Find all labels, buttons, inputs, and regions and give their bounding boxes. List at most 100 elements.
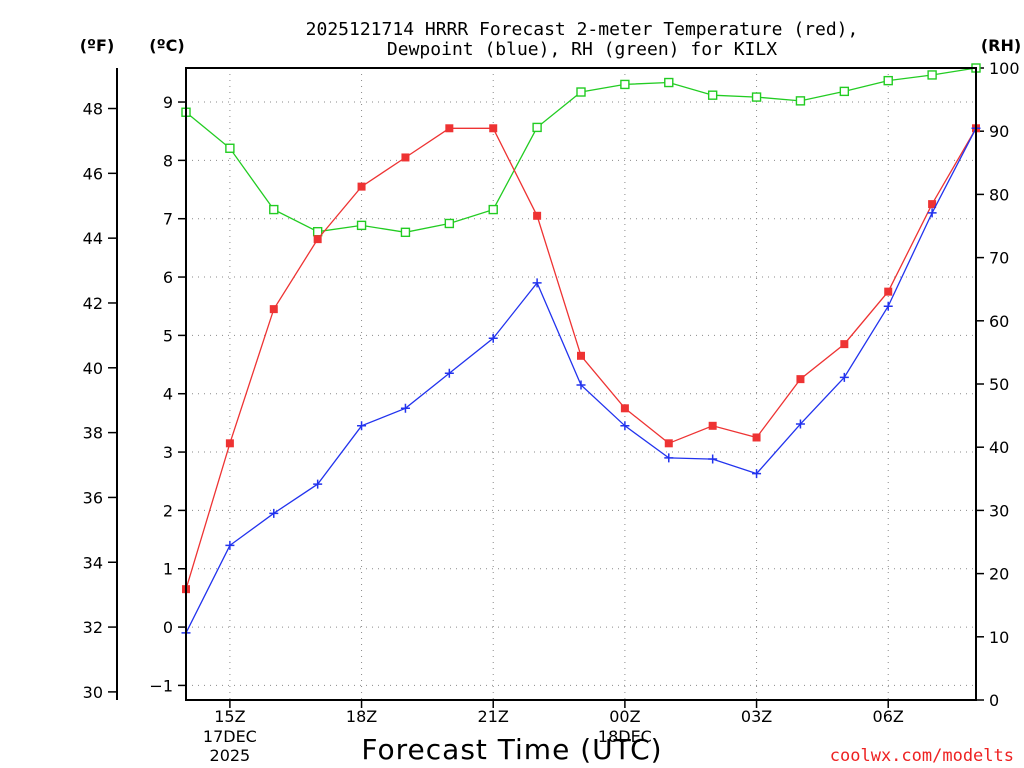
time-tick-label: 00Z: [609, 707, 640, 726]
rh-tick-label: 0: [989, 691, 999, 710]
temperature-point-7: [489, 124, 498, 133]
dewpoint-point-8: [532, 278, 542, 288]
temperature-point-10: [620, 404, 629, 413]
dewpoint-point-13: [752, 469, 762, 479]
time-tick-label: 18Z: [346, 707, 377, 726]
celsius-unit-label: (ºC): [149, 36, 184, 55]
dewpoint-point-1: [225, 540, 235, 550]
fahrenheit-tick-label: 40: [83, 359, 103, 378]
rh-tick-label: 70: [989, 249, 1009, 268]
dewpoint-point-9: [576, 380, 586, 390]
celsius-tick-label: 3: [163, 443, 173, 462]
time-tick-label: 15Z: [214, 707, 245, 726]
rh-tick-label: 30: [989, 501, 1009, 520]
celsius-tick-label: 6: [163, 268, 173, 287]
celsius-tick-label: 5: [163, 326, 173, 345]
fahrenheit-tick-label: 34: [83, 553, 103, 572]
fahrenheit-tick-label: 36: [83, 488, 103, 507]
fahrenheit-unit-label: (ºF): [80, 36, 115, 55]
celsius-tick-label: 8: [163, 151, 173, 170]
rh-tick-label: 50: [989, 375, 1009, 394]
rh-tick-label: 20: [989, 565, 1009, 584]
celsius-tick-label: 0: [163, 618, 173, 637]
dewpoint-point-12: [708, 454, 718, 464]
time-tick-label: 03Z: [741, 707, 772, 726]
dewpoint-point-10: [620, 421, 630, 431]
fahrenheit-tick-label: 32: [83, 618, 103, 637]
dewpoint-point-3: [313, 479, 323, 489]
temperature-point-2: [269, 305, 278, 314]
rh-point-16: [883, 75, 893, 86]
rh-tick-label: 90: [989, 122, 1009, 141]
temperature-point-12: [708, 421, 717, 430]
chart-title: 2025121714 HRRR Forecast 2-meter Tempera…: [306, 19, 859, 40]
dewpoint-point-11: [664, 453, 674, 463]
rh-point-6: [444, 218, 455, 229]
dewpoint-point-2: [269, 508, 279, 518]
temperature-point-15: [840, 340, 849, 349]
temperature-point-5: [401, 153, 410, 162]
rh-point-9: [576, 87, 586, 97]
temperature-point-14: [796, 375, 805, 384]
rh-point-10: [620, 79, 630, 90]
rh-axis: 0 10 20 30 40 50 60 70 80 90 100: [976, 59, 1020, 710]
temperature-point-3: [313, 235, 322, 244]
rh-tick-label: 80: [989, 185, 1009, 204]
celsius-tick-label: 9: [163, 93, 173, 112]
dewpoint-point-4: [357, 421, 367, 431]
rh-point-11: [664, 77, 674, 88]
temperature-point-1: [225, 439, 234, 448]
rh-tick-label: 100: [989, 59, 1020, 78]
series-layer: [181, 63, 981, 638]
date-label: 2025: [210, 746, 251, 765]
rh-point-4: [356, 220, 367, 231]
dewpoint-point-17: [927, 208, 937, 218]
temperature-point-8: [533, 211, 542, 220]
celsius-tick-label: 7: [163, 210, 173, 229]
rh-point-2: [269, 204, 279, 215]
date-label: 17DEC: [203, 727, 257, 746]
time-tick-label: 21Z: [478, 707, 509, 726]
fahrenheit-tick-label: 42: [83, 294, 103, 313]
celsius-tick-label: 2: [163, 501, 173, 520]
rh-point-8: [532, 122, 542, 133]
celsius-tick-label: 1: [163, 560, 173, 579]
temperature-point-13: [752, 433, 761, 442]
celsius-axis: −1 0 1 2 3 4 5 6 7 8 9: [149, 93, 186, 695]
temperature-point-11: [664, 439, 673, 448]
temperature-point-6: [445, 124, 454, 133]
fahrenheit-tick-label: 30: [83, 683, 103, 702]
rh-tick-label: 60: [989, 312, 1009, 331]
rh-point-12: [707, 90, 718, 100]
chart-title-group: 2025121714 HRRR Forecast 2-meter Tempera…: [306, 19, 859, 60]
rh-point-15: [839, 86, 850, 97]
celsius-tick-label: −1: [149, 676, 173, 695]
fahrenheit-tick-label: 38: [83, 424, 103, 443]
dewpoint-point-14: [795, 419, 805, 429]
fahrenheit-tick-label: 48: [83, 100, 103, 119]
series-temperature: [182, 124, 980, 594]
chart-subtitle: Dewpoint (blue), RH (green) for KILX: [387, 39, 777, 60]
series-rh: [181, 63, 981, 238]
time-tick-label: 06Z: [873, 707, 904, 726]
series-dewpoint: [181, 123, 981, 638]
credit-label: coolwx.com/modelts: [830, 746, 1014, 766]
dewpoint-point-6: [444, 368, 454, 378]
rh-tick-label: 10: [989, 628, 1009, 647]
rh-point-14: [795, 96, 806, 106]
dewpoint-point-16: [883, 301, 893, 311]
rh-point-1: [225, 143, 235, 153]
temperature-point-9: [577, 351, 585, 360]
fahrenheit-tick-label: 44: [83, 229, 103, 248]
dewpoint-point-5: [400, 403, 410, 413]
rh-unit-label: (RH): [981, 36, 1021, 55]
fahrenheit-axis: 30 32 34 36 38 40 42 44 46 48: [83, 68, 118, 702]
rh-point-17: [927, 70, 937, 80]
temperature-point-4: [357, 182, 366, 191]
celsius-tick-label: 4: [163, 385, 173, 404]
dewpoint-point-15: [839, 372, 849, 382]
rh-point-7: [488, 204, 498, 215]
plot-frame: [185, 67, 977, 701]
